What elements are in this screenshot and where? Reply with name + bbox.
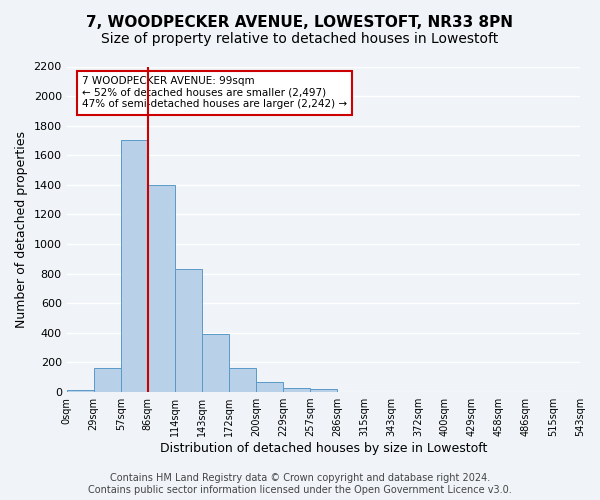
Bar	[202, 334, 229, 392]
Y-axis label: Number of detached properties: Number of detached properties	[15, 131, 28, 328]
Bar	[229, 368, 256, 392]
Bar	[67, 390, 94, 392]
Bar	[94, 368, 121, 392]
Text: Contains HM Land Registry data © Crown copyright and database right 2024.
Contai: Contains HM Land Registry data © Crown c…	[88, 474, 512, 495]
Text: Size of property relative to detached houses in Lowestoft: Size of property relative to detached ho…	[101, 32, 499, 46]
Bar	[283, 388, 310, 392]
Bar	[175, 269, 202, 392]
X-axis label: Distribution of detached houses by size in Lowestoft: Distribution of detached houses by size …	[160, 442, 487, 455]
Bar	[256, 382, 283, 392]
Text: 7, WOODPECKER AVENUE, LOWESTOFT, NR33 8PN: 7, WOODPECKER AVENUE, LOWESTOFT, NR33 8P…	[86, 15, 514, 30]
Text: 7 WOODPECKER AVENUE: 99sqm
← 52% of detached houses are smaller (2,497)
47% of s: 7 WOODPECKER AVENUE: 99sqm ← 52% of deta…	[82, 76, 347, 110]
Bar	[121, 140, 148, 392]
Bar	[148, 185, 175, 392]
Bar	[310, 389, 337, 392]
